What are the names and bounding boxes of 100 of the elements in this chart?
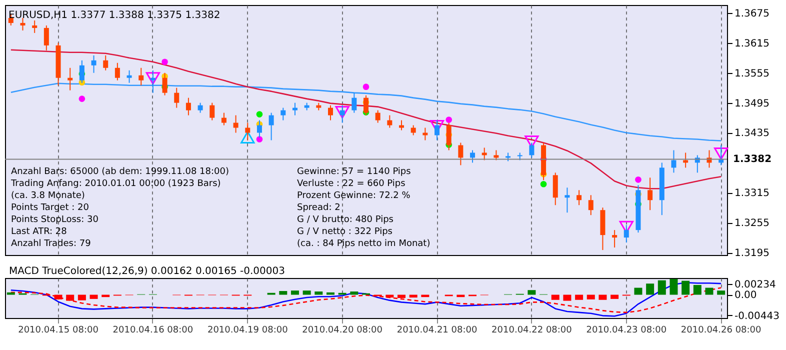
candlestick	[233, 114, 238, 134]
candlestick	[126, 70, 132, 84]
y-tick-label: 1.3555	[734, 68, 770, 80]
candlestick	[210, 102, 215, 121]
bar	[610, 294, 619, 299]
candlestick	[683, 152, 688, 168]
annotation: Prozent Gewinne: 72.2 %	[297, 191, 411, 201]
annotation: Spread: 2	[297, 203, 340, 213]
candlestick	[410, 124, 416, 136]
chart-title: MACD TrueColored(12,26,9) 0.00162 0.00165 -0.00003	[9, 266, 285, 277]
bar	[90, 294, 98, 299]
bar	[682, 280, 690, 295]
candlestick	[268, 112, 274, 141]
candlestick	[174, 87, 180, 108]
bar	[646, 284, 654, 295]
annotation: Points StopLoss: 30	[11, 215, 99, 225]
candlestick	[671, 150, 676, 174]
candlestick	[280, 107, 286, 121]
point	[240, 131, 255, 144]
bar	[398, 294, 406, 298]
candlestick	[245, 122, 250, 141]
bar	[350, 291, 358, 295]
candlestick	[529, 142, 534, 158]
point	[714, 147, 728, 160]
bar	[670, 278, 678, 295]
candlestick	[32, 20, 38, 34]
y-tick-label: 1.3255	[734, 218, 770, 230]
line-series	[10, 282, 722, 317]
bar	[563, 294, 572, 301]
candlestick	[422, 127, 428, 141]
y-tick-label: 1.3315	[734, 188, 770, 200]
annotation: Trading Anfang: 2010.01.01 00:00 (1923 Bars)	[10, 179, 221, 189]
candlestick	[552, 172, 558, 206]
point	[362, 84, 370, 90]
point	[162, 58, 168, 66]
candlestick	[150, 70, 156, 94]
candlestick	[648, 177, 653, 211]
annotation: Points Target : 20	[11, 203, 90, 213]
candlestick	[624, 224, 629, 244]
bar	[302, 290, 311, 295]
bar	[551, 294, 560, 300]
candlestick	[399, 120, 404, 131]
line-series	[10, 287, 722, 314]
point	[256, 111, 263, 118]
bar	[314, 291, 323, 295]
y-tick-label: -0.00443	[734, 310, 780, 322]
candlestick	[494, 150, 499, 161]
x-tick-label: 2010.04.16 08:00	[112, 326, 194, 336]
y-tick-label: 1.3435	[734, 128, 770, 140]
candlestick	[340, 104, 345, 124]
bar	[279, 291, 288, 295]
ref-line-label: 1.3382	[733, 154, 772, 166]
candlestick	[375, 110, 380, 124]
x-tick-label: 2010.04.21 08:00	[396, 326, 478, 336]
bar	[528, 290, 536, 295]
x-tick-label: 2010.04.15 08:00	[18, 326, 99, 336]
bar	[290, 290, 299, 295]
candlestick	[458, 142, 464, 166]
candlestick	[186, 97, 191, 116]
candlestick	[612, 230, 618, 248]
x-tick-label: 2010.04.20 08:00	[302, 326, 383, 336]
candlestick	[198, 102, 203, 114]
bar	[705, 288, 714, 295]
point	[540, 180, 547, 188]
x-tick-label: 2010.04.23 08:00	[586, 326, 667, 336]
point	[335, 106, 350, 119]
x-tick-label: 2010.04.19 08:00	[207, 326, 288, 336]
y-tick-label: 1.3615	[734, 38, 770, 50]
bar	[693, 284, 702, 295]
y-tick-label: 0.00	[734, 290, 757, 302]
annotation: (ca. : 84 Pips netto im Monat)	[297, 239, 430, 249]
y-tick-label: 1.3495	[734, 98, 770, 110]
bar	[717, 290, 726, 295]
bar	[386, 294, 394, 298]
bar	[634, 288, 642, 295]
point	[635, 176, 642, 183]
bar	[598, 294, 607, 300]
annotation: Last ATR: 28	[11, 227, 68, 237]
candlestick	[138, 67, 144, 86]
point	[256, 136, 263, 142]
bar	[658, 280, 666, 295]
point	[78, 96, 86, 102]
y-tick-label: 1.3195	[734, 248, 770, 260]
point	[146, 72, 160, 85]
annotation: Anzahl Bars: 65000 (ab dem: 1999.11.08 18:00)	[11, 167, 229, 177]
candlestick	[564, 187, 570, 214]
candlestick	[221, 112, 226, 126]
candlestick	[91, 54, 96, 74]
candlestick	[68, 67, 73, 91]
x-tick-label: 2010.04.26 08:00	[680, 326, 762, 336]
annotation: Anzahl Trades: 79	[11, 239, 92, 249]
bar	[456, 294, 465, 298]
chart-title: EURUSD,H1 1.3377 1.3388 1.3375 1.3382	[8, 10, 220, 21]
bar	[409, 294, 418, 298]
candlestick	[387, 114, 392, 128]
candlestick	[103, 54, 108, 71]
bar	[575, 294, 584, 300]
bar	[421, 294, 430, 298]
candlestick	[292, 102, 298, 116]
annotation: G / V netto : 322 Pips	[297, 227, 393, 237]
